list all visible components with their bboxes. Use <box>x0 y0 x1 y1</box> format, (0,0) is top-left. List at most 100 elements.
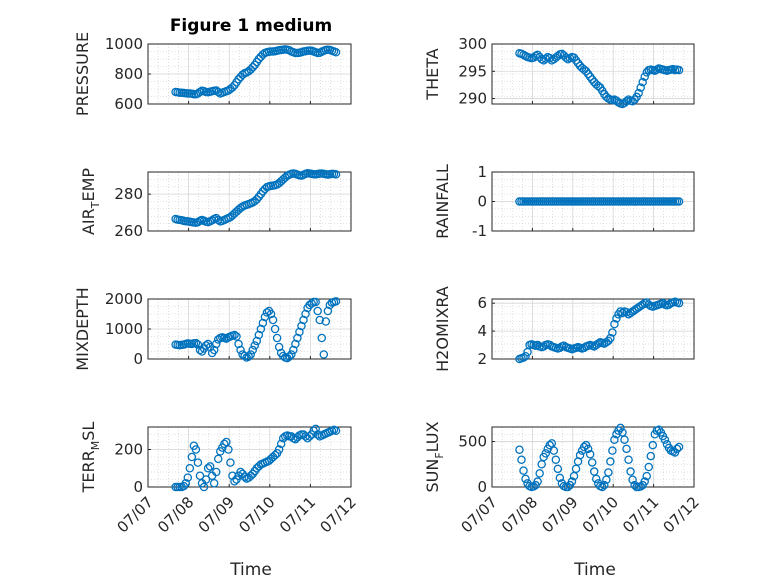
data-point <box>321 317 331 326</box>
data-point <box>195 345 205 355</box>
data-point <box>213 454 223 464</box>
y-tick-label: 290 <box>458 90 487 108</box>
data-point <box>211 339 221 349</box>
data-point <box>579 442 589 452</box>
y-axis-label: SUNFLUX <box>423 421 446 492</box>
data-point <box>209 478 219 488</box>
x-tick-label: 07/07 <box>458 493 501 536</box>
y-tick-label: 0 <box>133 478 143 496</box>
data-point <box>238 70 247 80</box>
data-point <box>207 216 217 225</box>
data-point <box>203 463 213 473</box>
data-point <box>331 170 341 179</box>
data-point <box>553 464 563 474</box>
data-point <box>521 351 530 361</box>
y-axis-label: H2OMIXRA <box>433 286 452 372</box>
data-point <box>311 297 320 307</box>
data-point <box>193 458 203 467</box>
x-axis-label-left: Time <box>229 560 272 580</box>
data-point <box>591 474 601 484</box>
y-tick-label: 0 <box>133 350 143 368</box>
y-axis-label: AIRTEMP <box>79 168 102 235</box>
data-point <box>612 314 621 323</box>
data-point <box>201 341 211 350</box>
y-tick-label: 2000 <box>105 290 143 308</box>
data-point <box>535 469 544 478</box>
x-axis-label-right: Time <box>573 560 616 580</box>
y-tick-label: 600 <box>114 95 143 113</box>
data-point <box>545 440 555 450</box>
y-axis-label-main: RAINFALL <box>433 164 452 239</box>
data-point <box>185 463 195 473</box>
data-point <box>628 475 637 484</box>
data-point <box>561 53 571 62</box>
data-point <box>191 445 201 454</box>
data-point <box>187 452 197 462</box>
y-axis-label-main: PRESSURE <box>73 32 92 116</box>
data-point <box>270 324 280 334</box>
data-point <box>183 473 193 482</box>
data-point <box>622 308 631 317</box>
data-point <box>674 442 684 452</box>
data-point <box>622 97 631 106</box>
data-point <box>541 449 550 458</box>
x-tick-label: 07/12 <box>317 493 360 536</box>
data-point <box>640 72 649 81</box>
panel-rainfall: -1 0 1 RAINFALL <box>433 163 695 240</box>
data-point <box>616 423 625 433</box>
data-point <box>307 299 316 308</box>
data-point <box>555 473 565 483</box>
x-tick-label: 07/08 <box>154 493 197 536</box>
data-point <box>519 353 528 362</box>
panel-air-temp: 260 280 AIRTEMP <box>79 168 352 240</box>
data-point <box>589 467 599 476</box>
data-point <box>630 480 639 490</box>
data-point <box>311 424 320 434</box>
data-point <box>610 435 619 444</box>
data-point <box>213 87 223 97</box>
data-point <box>220 439 229 449</box>
data-point <box>644 462 654 472</box>
data-point <box>533 340 542 350</box>
data-point <box>616 307 625 316</box>
data-point <box>319 350 329 359</box>
data-point <box>248 63 257 72</box>
data-point <box>226 458 235 467</box>
data-point <box>199 482 209 492</box>
y-axis-label-main: H2OMIXRA <box>433 286 452 372</box>
data-point <box>571 464 581 474</box>
y-axis-label-subscript: F <box>433 452 446 458</box>
data-point <box>272 333 282 343</box>
y-axis-label: RAINFALL <box>433 164 452 239</box>
panel-mixdepth: 0 1000 2000 MIXDEPTH <box>73 287 352 371</box>
data-point <box>608 328 617 337</box>
data-point <box>228 83 237 92</box>
axes-frame <box>147 426 352 488</box>
data-point <box>331 48 341 57</box>
data-point <box>604 468 613 477</box>
data-point <box>674 298 684 308</box>
data-point <box>549 446 559 455</box>
data-point <box>626 467 635 476</box>
x-tick-label: 07/10 <box>579 493 622 536</box>
x-tick-label: 07/11 <box>276 493 319 536</box>
data-point <box>583 444 593 454</box>
y-axis-label-main: MIXDEPTH <box>73 287 92 370</box>
x-tick-label: 07/09 <box>538 493 581 536</box>
data-point <box>517 455 526 464</box>
data-point <box>555 343 565 353</box>
data-point <box>636 482 645 491</box>
panel-terr-msl: 0 200 TERRMSL 07/0707/0807/0907/1007/1107/1… <box>79 422 360 537</box>
data-point <box>545 53 555 63</box>
data-point <box>634 88 643 98</box>
y-tick-label: 260 <box>114 222 143 240</box>
x-tick-label: 07/09 <box>195 493 238 536</box>
data-point <box>201 475 211 484</box>
data-point <box>567 477 577 486</box>
data-point <box>317 333 327 343</box>
data-point <box>533 477 542 486</box>
data-point <box>236 345 245 355</box>
y-tick-label: 200 <box>114 441 143 459</box>
